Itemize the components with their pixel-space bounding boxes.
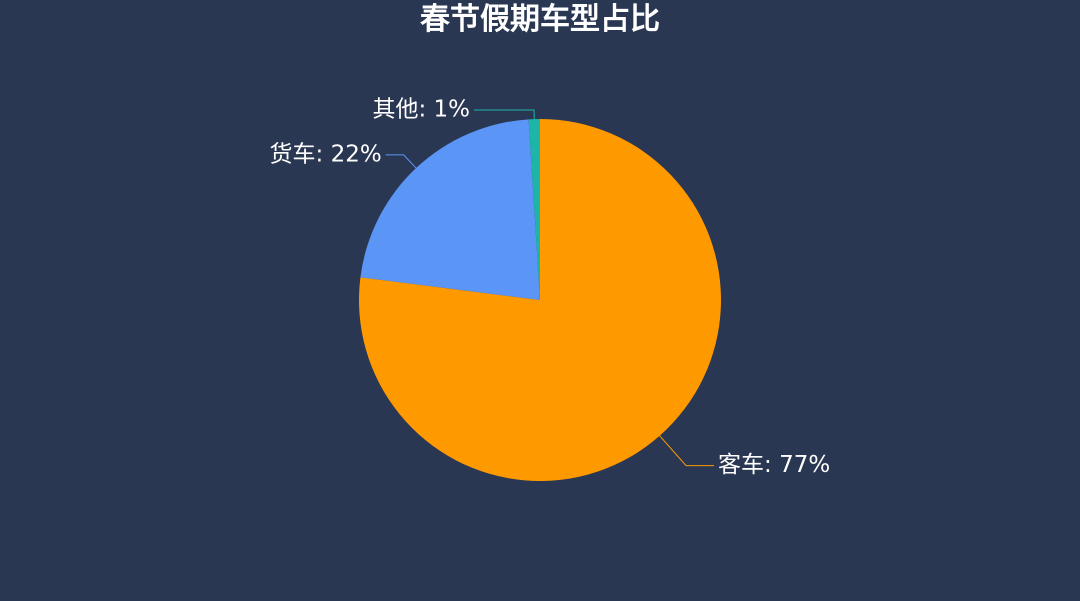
- leader-line-1: [659, 435, 715, 467]
- slice-label-2: 货车: 22%: [270, 141, 382, 167]
- leader-line-3: [474, 109, 535, 120]
- pie-slice-2[interactable]: [360, 119, 540, 300]
- pie-slice-3[interactable]: [528, 119, 540, 300]
- slice-label-3: 其他: 1%: [372, 97, 470, 123]
- chart-title: 春节假期车型占比: [420, 2, 660, 37]
- leader-line-2: [385, 154, 417, 169]
- slice-label-1: 客车: 77%: [718, 452, 830, 478]
